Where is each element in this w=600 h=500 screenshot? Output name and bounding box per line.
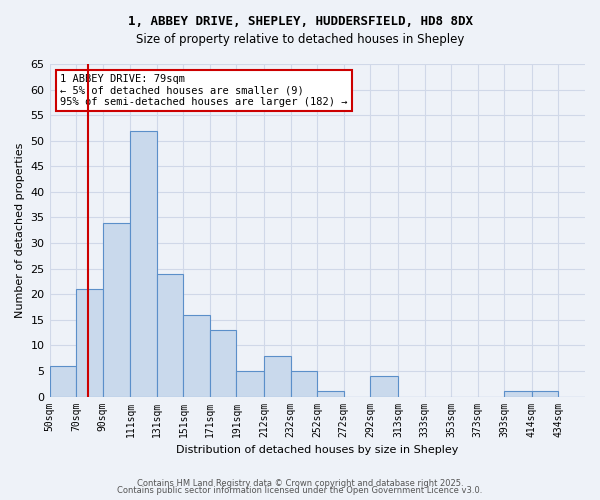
Y-axis label: Number of detached properties: Number of detached properties: [15, 142, 25, 318]
Text: 1 ABBEY DRIVE: 79sqm
← 5% of detached houses are smaller (9)
95% of semi-detache: 1 ABBEY DRIVE: 79sqm ← 5% of detached ho…: [60, 74, 348, 107]
Bar: [264, 356, 291, 397]
Bar: [184, 314, 210, 396]
Bar: [532, 392, 559, 396]
Text: 1, ABBEY DRIVE, SHEPLEY, HUDDERSFIELD, HD8 8DX: 1, ABBEY DRIVE, SHEPLEY, HUDDERSFIELD, H…: [128, 15, 473, 28]
X-axis label: Distribution of detached houses by size in Shepley: Distribution of detached houses by size …: [176, 445, 458, 455]
Bar: [370, 376, 398, 396]
Bar: [291, 371, 317, 396]
Bar: [504, 392, 532, 396]
Bar: [210, 330, 236, 396]
Text: Size of property relative to detached houses in Shepley: Size of property relative to detached ho…: [136, 32, 464, 46]
Bar: [103, 222, 130, 396]
Bar: [50, 366, 76, 396]
Bar: [317, 392, 344, 396]
Bar: [236, 371, 264, 396]
Bar: [130, 130, 157, 396]
Bar: [76, 289, 103, 397]
Bar: [157, 274, 184, 396]
Text: Contains HM Land Registry data © Crown copyright and database right 2025.: Contains HM Land Registry data © Crown c…: [137, 478, 463, 488]
Text: Contains public sector information licensed under the Open Government Licence v3: Contains public sector information licen…: [118, 486, 482, 495]
